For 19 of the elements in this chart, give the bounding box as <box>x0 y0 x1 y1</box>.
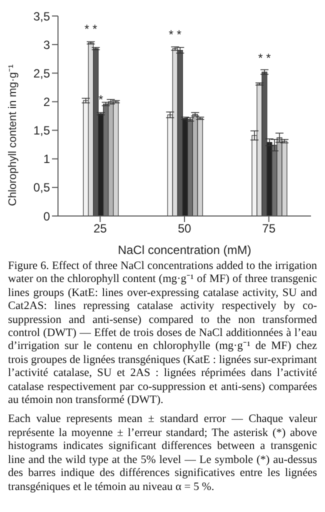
y-tick-label: 0,5 <box>33 180 50 195</box>
y-tick-label: 2 <box>43 94 50 109</box>
x-axis-title: NaCl concentration (mM) <box>118 243 252 257</box>
y-tick-label: 3 <box>43 38 50 52</box>
annotation: * <box>98 92 104 107</box>
y-tick-label: 3,5 <box>33 9 50 24</box>
x-tick-label: 25 <box>93 222 108 236</box>
y-tick-label: 1 <box>43 152 50 166</box>
annotation: * * <box>168 28 182 42</box>
annotation: * * <box>258 51 272 65</box>
y-tick-label: 2,5 <box>33 66 50 80</box>
x-tick-label: 75 <box>262 222 276 236</box>
y-tick-label: 0 <box>43 209 50 224</box>
text: Each value represents mean ± standard error — Chaque valeur représente la moyenne ± l’erreur standard; The asterisk (*) above histograms indicates significant differences between a transgenic line and the wild type at the 5% level — Le symbole (*) au-dessus des barres indique des différences significatives entre les lignées transgéniques et le témoin au niveau α = 5 %. <box>8 413 317 492</box>
annotation: * * <box>84 22 98 36</box>
y-tick-label: 1,5 <box>33 124 50 138</box>
text: Figure 6. Effect of three NaCl concentrations added to the irrigation water on the chlorophyll content (mg·g⁻¹ of MF) of three transgenic lines groups (KatE: lines over-expressing catalase activity, SU and Cat2AS: lines repressing catalase activity respectively by co-suppression and anti-sense) compared to the non transformed control (DWT) — Effet de trois doses de NaCl additionnées à l’eau d’irrigation sur le contenu en chlorophylle (mg·g⁻¹ de MF) chez trois groupes de lignées transgéniques (KatE : lignées sur-exprimant l’activité catalase, SU et 2AS : lignées réprimées dans l’activité catalase respectivement par co-suppression et anti-sens) comparées au témoin non transformé (DWT). <box>8 260 317 406</box>
x-tick-label: 50 <box>178 222 192 236</box>
y-axis-title: Chlorophyll content in mg·g⁻¹ <box>6 64 19 206</box>
